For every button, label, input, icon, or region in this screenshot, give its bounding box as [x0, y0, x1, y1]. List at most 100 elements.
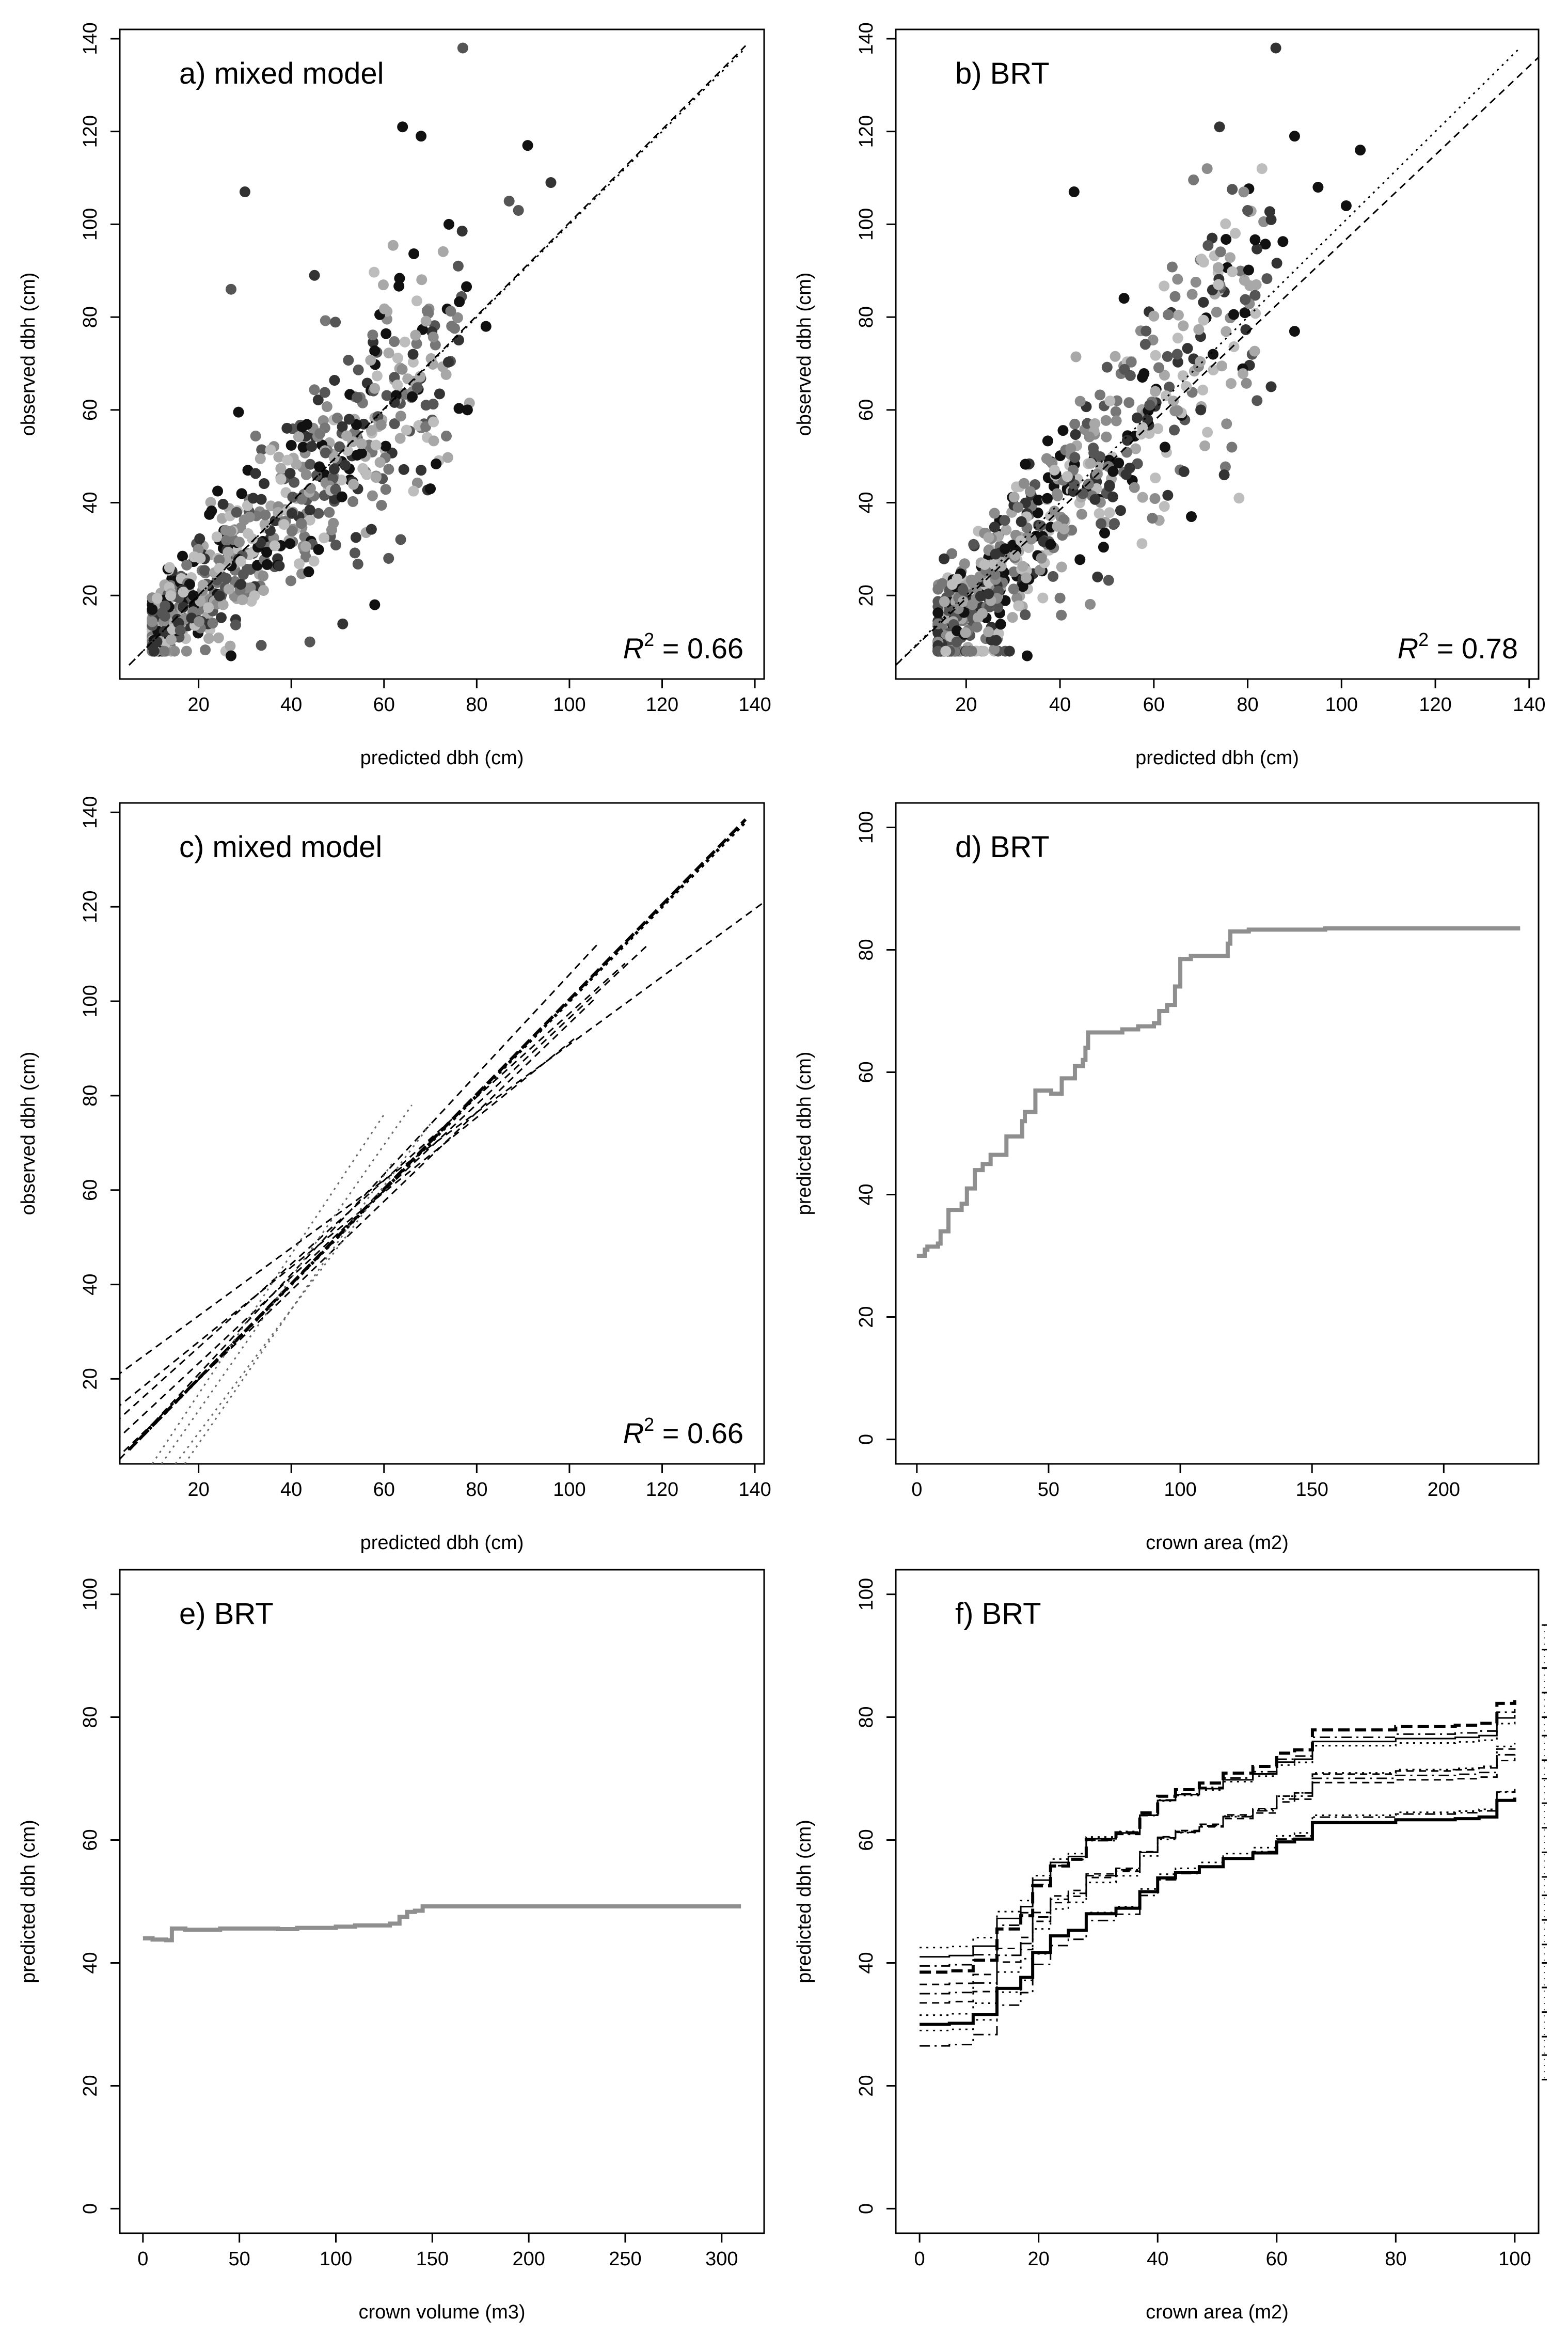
scatter-point — [304, 504, 315, 516]
series-line — [920, 1789, 1516, 2031]
scatter-point — [939, 596, 950, 607]
scatter-point — [1074, 396, 1086, 407]
scatter-point — [1141, 325, 1152, 337]
scatter-point — [328, 517, 339, 529]
panel-f: 0 20 40 60 80 100 0 20 40 60 80 100 crown area (m2) p… — [794, 1569, 1547, 2323]
scatter-point — [394, 433, 406, 444]
scatter-point — [389, 397, 400, 408]
scatter-point — [1193, 324, 1205, 335]
scatter-point — [443, 218, 454, 230]
scatter-point — [1173, 309, 1184, 321]
scatter-point — [1107, 466, 1119, 477]
scatter-point — [313, 508, 324, 519]
scatter-point — [357, 463, 369, 474]
scatter-point — [992, 602, 1004, 613]
scatter-point — [300, 551, 311, 563]
scatter-point — [369, 345, 381, 356]
x-tick-label: 0 — [911, 1479, 922, 1501]
plot-area — [896, 42, 1539, 666]
scatter-point — [313, 544, 324, 555]
y-tick-label: 100 — [80, 1578, 101, 1611]
scatter-point — [1077, 488, 1088, 499]
scatter-point — [235, 579, 246, 590]
scatter-point — [328, 452, 340, 463]
scatter-point — [225, 283, 236, 295]
y-tick-label: 40 — [80, 492, 101, 513]
scatter-point — [1289, 131, 1300, 142]
scatter-point — [1340, 200, 1352, 211]
x-tick-label: 40 — [280, 1479, 302, 1501]
scatter-point — [1208, 365, 1219, 376]
scatter-point — [273, 451, 284, 463]
scatter-point — [1177, 370, 1189, 382]
scatter-point — [255, 537, 266, 548]
scatter-point — [165, 590, 176, 602]
scatter-point — [1137, 372, 1148, 383]
scatter-point — [1265, 381, 1277, 392]
scatter-point — [353, 364, 364, 375]
scatter-point — [258, 571, 269, 582]
scatter-point — [178, 587, 189, 598]
scatter-point — [1238, 186, 1249, 198]
x-tick-label: 80 — [1385, 2248, 1406, 2270]
scatter-point — [434, 388, 445, 400]
r2-annotation: R2 = 0.66 — [623, 1414, 743, 1449]
scatter-point — [372, 411, 384, 422]
x-tick-label: 100 — [1164, 1479, 1196, 1501]
scatter-point — [1242, 204, 1254, 216]
scatter-point — [1037, 592, 1049, 604]
scatter-point — [380, 440, 391, 452]
scatter-point — [1250, 308, 1261, 319]
scatter-point — [237, 569, 249, 580]
x-tick-label: 140 — [738, 694, 771, 716]
scatter-point — [1121, 447, 1132, 458]
scatter-point — [329, 375, 340, 386]
scatter-point — [1153, 362, 1164, 373]
scatter-point — [275, 473, 287, 485]
scatter-point — [1202, 427, 1213, 438]
scatter-point — [392, 380, 403, 391]
scatter-point — [147, 604, 158, 615]
scatter-point — [421, 305, 433, 317]
scatter-point — [1137, 492, 1148, 503]
scatter-point — [1007, 612, 1018, 623]
scatter-point — [1215, 246, 1226, 258]
scatter-point — [284, 468, 296, 479]
scatter-point — [352, 392, 363, 403]
scatter-point — [411, 382, 423, 393]
scatter-point — [1235, 265, 1246, 277]
r2-superscript: 2 — [1418, 629, 1429, 650]
scatter-point — [1000, 543, 1011, 555]
x-axis-label: crown area (m2) — [1146, 2301, 1289, 2323]
scatter-point — [991, 635, 1002, 646]
x-tick-label: 120 — [646, 694, 678, 716]
y-tick-label: 40 — [856, 1952, 877, 1974]
scatter-point — [983, 626, 994, 638]
scatter-point — [1213, 279, 1224, 290]
x-tick-label: 120 — [1419, 694, 1451, 716]
scatter-point — [381, 390, 392, 401]
scatter-point — [287, 492, 298, 503]
scatter-point — [256, 444, 267, 455]
scatter-point — [395, 411, 406, 422]
x-tick-label: 40 — [280, 694, 302, 716]
scatter-point — [416, 131, 427, 142]
scatter-point — [1230, 228, 1241, 239]
scatter-point — [522, 140, 533, 151]
scatter-point — [425, 353, 437, 365]
scatter-point — [389, 336, 400, 348]
scatter-point — [457, 42, 468, 54]
scatter-point — [989, 508, 1000, 519]
scatter-point — [1198, 296, 1209, 308]
r2-symbol: R — [623, 1417, 644, 1449]
scatter-point — [452, 260, 464, 272]
y-tick-label: 20 — [80, 2075, 101, 2096]
scatter-point — [247, 533, 258, 544]
scatter-point — [1159, 370, 1170, 381]
scatter-point — [233, 406, 244, 418]
scatter-point — [1197, 384, 1209, 396]
scatter-point — [275, 463, 287, 474]
scatter-point — [952, 625, 963, 637]
scatter-point — [375, 419, 387, 431]
